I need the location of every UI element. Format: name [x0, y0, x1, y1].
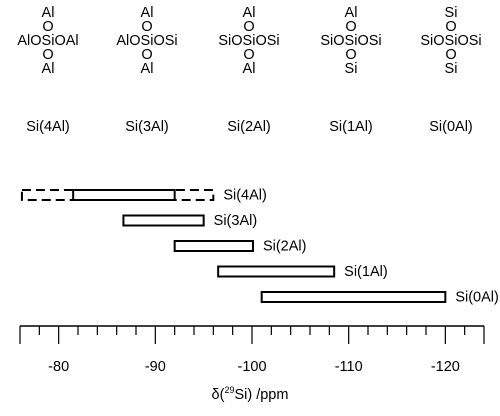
- structure-si-0al: Si O SiOSiOSi O Si: [406, 5, 496, 77]
- group-label-si-0al: Si(0Al): [429, 119, 473, 135]
- structure-line: O: [42, 19, 54, 35]
- structure-si-3al: Al O AlOSiOSi O Al: [102, 5, 192, 77]
- x-tick-label: -110: [335, 359, 363, 375]
- x-axis-title-isotope: 29: [224, 385, 235, 395]
- structure-line: Si: [444, 5, 458, 21]
- structure-line: SiOSiOSi: [218, 33, 280, 49]
- structure-line: O: [345, 47, 357, 63]
- range-bar: [173, 240, 254, 252]
- structure-line: Al: [41, 61, 55, 77]
- group-label-si-3al: Si(3Al): [125, 119, 169, 135]
- structure-si-4al: Al O AlOSiOAl O Al: [3, 5, 93, 77]
- group-label-si-4al: Si(4Al): [26, 119, 70, 135]
- range-bar-label: Si(2Al): [263, 239, 307, 255]
- structure-line: Al: [140, 61, 154, 77]
- range-bar: [72, 189, 176, 201]
- structure-line: O: [345, 19, 357, 35]
- structure-line: O: [42, 47, 54, 63]
- structure-line: Si: [444, 61, 458, 77]
- x-tick-label: -90: [145, 359, 166, 375]
- structure-line: O: [445, 19, 457, 35]
- range-bar-label: Si(3Al): [214, 213, 258, 229]
- structure-line: Al: [242, 61, 256, 77]
- structure-line: Al: [344, 5, 358, 21]
- range-bar: [217, 265, 336, 278]
- x-tick-label: -80: [48, 359, 69, 375]
- structure-line: Si: [344, 61, 358, 77]
- structure-line: SiOSiOSi: [420, 33, 482, 49]
- structure-line: Al: [41, 5, 55, 21]
- range-bar: [260, 291, 447, 303]
- x-tick-label: -100: [237, 359, 266, 375]
- structure-line: Al: [140, 5, 154, 21]
- range-bar-label: Si(4Al): [223, 188, 267, 204]
- structure-line: O: [141, 47, 153, 63]
- structure-line: O: [141, 19, 153, 35]
- group-label-si-1al: Si(1Al): [329, 119, 373, 135]
- x-axis-title-prefix: δ(: [211, 386, 225, 403]
- structure-line: O: [445, 47, 457, 63]
- range-bar-label: Si(0Al): [455, 290, 499, 306]
- structure-line: SiOSiOSi: [320, 33, 382, 49]
- group-label-si-2al: Si(2Al): [227, 119, 271, 135]
- structure-line: AlOSiOSi: [116, 33, 178, 49]
- structure-line: O: [243, 19, 255, 35]
- x-axis-title: δ(29Si) /ppm: [0, 385, 500, 403]
- range-bar: [122, 214, 205, 227]
- structure-line: Al: [242, 5, 256, 21]
- structure-si-1al: Al O SiOSiOSi O Si: [306, 5, 396, 77]
- structure-si-2al: Al O SiOSiOSi O Al: [204, 5, 294, 77]
- x-axis-title-suffix: Si) /ppm: [234, 386, 289, 403]
- structure-line: O: [243, 47, 255, 63]
- x-tick-label: -120: [431, 359, 460, 375]
- range-bar-label: Si(1Al): [344, 264, 388, 280]
- structure-line: AlOSiOAl: [17, 33, 79, 49]
